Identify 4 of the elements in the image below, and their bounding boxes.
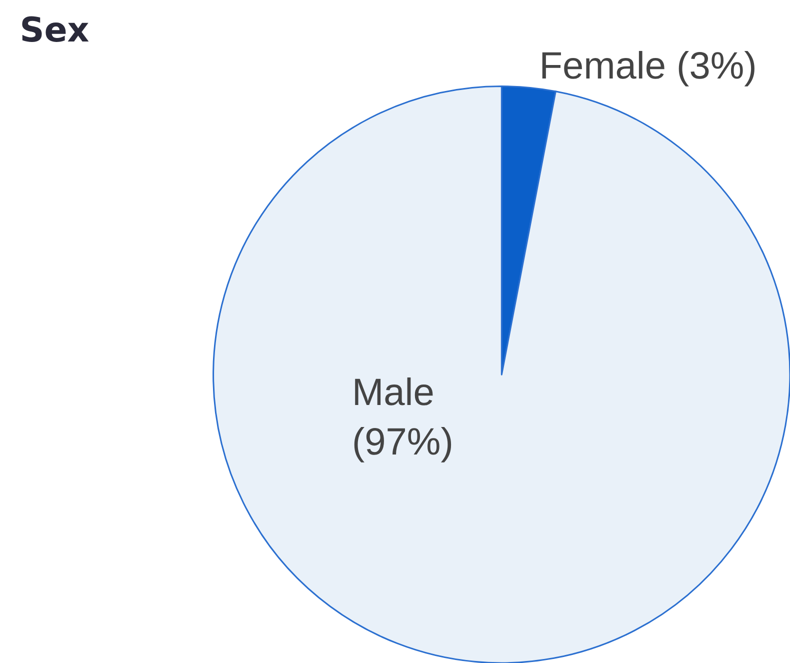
data-label: (97%)	[352, 421, 454, 464]
slice-label: Male	[352, 372, 434, 414]
slice-label: Female (3%)	[539, 46, 757, 88]
chart-title: Sex	[20, 10, 90, 51]
